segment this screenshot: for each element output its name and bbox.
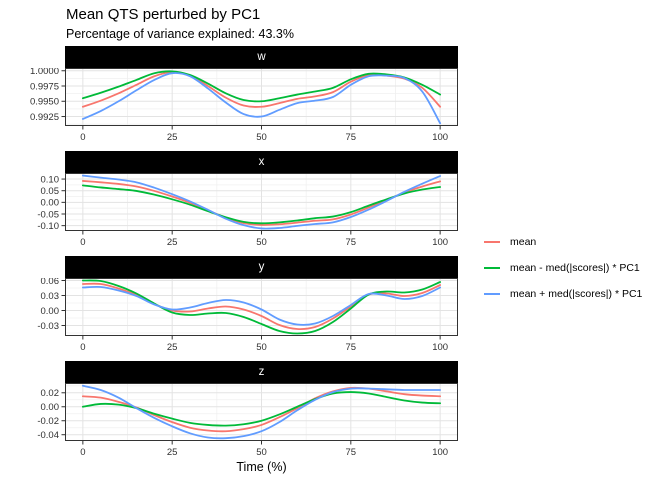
svg-text:1.0000: 1.0000 xyxy=(30,68,59,77)
facet-strip-label-z: z xyxy=(258,366,265,378)
facet-strip-x: x xyxy=(65,151,458,173)
legend-label-mean: mean xyxy=(510,236,537,248)
svg-text:-0.03: -0.03 xyxy=(37,321,59,332)
svg-text:0.9975: 0.9975 xyxy=(30,81,59,92)
svg-text:0.05: 0.05 xyxy=(41,186,60,197)
svg-text:0.00: 0.00 xyxy=(41,198,60,209)
facet-strip-w: w xyxy=(65,46,458,68)
svg-text:0: 0 xyxy=(80,447,85,458)
facet-panel-x: 0.100.050.00-0.05-0.10 0 25 50 75 100 xyxy=(37,173,458,248)
svg-text:0: 0 xyxy=(80,132,85,143)
svg-text:0.00: 0.00 xyxy=(41,402,60,413)
svg-text:100: 100 xyxy=(432,342,448,353)
svg-text:50: 50 xyxy=(256,237,267,248)
svg-text:0.9925: 0.9925 xyxy=(30,112,59,123)
x-axis-title: Time (%) xyxy=(236,460,287,474)
svg-text:0.00: 0.00 xyxy=(41,306,60,317)
svg-text:75: 75 xyxy=(346,132,357,143)
facet-strip-z: z xyxy=(65,361,458,383)
legend-item-mean-minus: mean - med(|scores|) * PC1 xyxy=(484,260,642,276)
svg-text:50: 50 xyxy=(256,447,267,458)
svg-text:75: 75 xyxy=(346,237,357,248)
legend-label-mean-minus: mean - med(|scores|) * PC1 xyxy=(510,262,640,274)
svg-text:0.02: 0.02 xyxy=(41,388,60,399)
chart-title: Mean QTS perturbed by PC1 xyxy=(66,6,261,23)
facet-panel-z: 0.02 0.00 -0.02 -0.04 0 25 50 75 100 xyxy=(37,383,458,458)
facet-y: y 0.06 0.03 0.00 -0.03 0 25 50 75 100 xyxy=(0,256,470,354)
facet-strip-label-x: x xyxy=(258,156,265,168)
svg-text:75: 75 xyxy=(346,447,357,458)
facet-strip-label-y: y xyxy=(258,261,265,273)
svg-text:0.9950: 0.9950 xyxy=(30,97,59,108)
svg-text:-0.10: -0.10 xyxy=(37,221,59,232)
svg-text:25: 25 xyxy=(167,237,178,248)
facet-strip-y: y xyxy=(65,256,458,278)
svg-text:-0.05: -0.05 xyxy=(37,209,59,220)
svg-text:0: 0 xyxy=(80,342,85,353)
svg-text:0.10: 0.10 xyxy=(41,174,60,185)
facet-z: z 0.02 0.00 -0.02 -0.04 0 25 50 75 100 xyxy=(0,361,470,459)
svg-text:0: 0 xyxy=(80,237,85,248)
facet-w: w 1.0000 0.9975 0.9950 0.9925 0 25 50 75 100 xyxy=(0,46,470,144)
svg-text:-0.04: -0.04 xyxy=(37,430,59,441)
svg-text:25: 25 xyxy=(167,132,178,143)
facet-grid: w 1.0000 0.9975 0.9950 0.9925 0 25 50 75 100 x 0… xyxy=(0,46,470,466)
svg-text:50: 50 xyxy=(256,342,267,353)
svg-text:25: 25 xyxy=(167,447,178,458)
legend-item-mean-plus: mean + med(|scores|) * PC1 xyxy=(484,286,642,302)
svg-text:0.03: 0.03 xyxy=(41,291,60,302)
facet-panel-w: 1.0000 0.9975 0.9950 0.9925 0 25 50 75 100 xyxy=(30,68,458,143)
svg-text:75: 75 xyxy=(346,342,357,353)
facet-panel-y: 0.06 0.03 0.00 -0.03 0 25 50 75 100 xyxy=(37,278,458,353)
svg-text:-0.02: -0.02 xyxy=(37,416,59,427)
legend-key-line-mean-minus xyxy=(484,267,500,269)
facet-strip-label-w: w xyxy=(257,51,266,63)
legend: mean mean - med(|scores|) * PC1 mean + m… xyxy=(484,234,642,312)
legend-key-line-mean-plus xyxy=(484,293,500,295)
legend-item-mean: mean xyxy=(484,234,642,250)
svg-text:100: 100 xyxy=(432,237,448,248)
facet-x: x 0.10 0.05 0.00 -0.05 -0.10 0 25 50 75 100 xyxy=(0,151,470,249)
svg-text:0.06: 0.06 xyxy=(41,278,60,287)
svg-text:100: 100 xyxy=(432,447,448,458)
svg-text:100: 100 xyxy=(432,132,448,143)
chart-subtitle: Percentage of variance explained: 43.3% xyxy=(66,27,294,41)
svg-text:25: 25 xyxy=(167,342,178,353)
svg-text:50: 50 xyxy=(256,132,267,143)
legend-label-mean-plus: mean + med(|scores|) * PC1 xyxy=(510,288,643,300)
legend-key-line-mean xyxy=(484,241,500,243)
